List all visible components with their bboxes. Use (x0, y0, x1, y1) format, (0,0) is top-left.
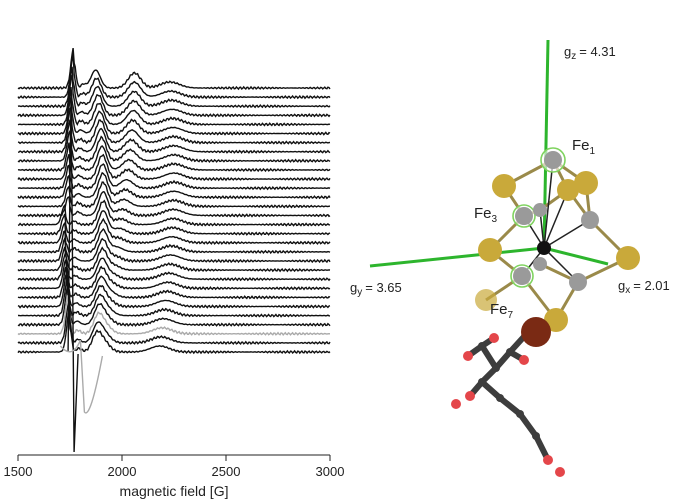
gx-axis-line (543, 246, 609, 266)
epr-trace (17, 310, 331, 355)
x-tick-label: 3000 (316, 464, 345, 479)
epr-trace (59, 339, 104, 414)
epr-trace (17, 199, 331, 227)
epr-trace (17, 163, 331, 191)
cluster-structure-panel: gz = 4.31 gy = 3.65 gx = 2.01 Fe1 Fe3 Fe7 (350, 39, 670, 477)
epr-spectra-panel: 1500 2000 2500 3000 magnetic field [G] (4, 47, 345, 499)
x-tick-label: 2000 (108, 464, 137, 479)
fe7-label: Fe7 (490, 301, 514, 321)
x-axis-title: magnetic field [G] (120, 483, 229, 499)
gz-label: gz = 4.31 (564, 44, 616, 62)
epr-trace (17, 259, 331, 291)
carbon-atoms (478, 342, 540, 440)
epr-trace (17, 181, 330, 209)
gx-label: gx = 2.01 (618, 278, 670, 296)
epr-trace (17, 272, 331, 309)
epr-trace (17, 266, 331, 300)
x-axis-ticks: 1500 2000 2500 3000 (4, 455, 345, 479)
fe3-label: Fe3 (474, 205, 498, 225)
fe1-label: Fe1 (572, 137, 596, 157)
gy-axis-line (369, 246, 545, 268)
epr-trace (17, 66, 331, 109)
epr-trace (17, 235, 331, 264)
epr-trace (17, 251, 331, 282)
copper-atom (521, 317, 551, 347)
epr-trace (17, 171, 331, 200)
epr-trace (17, 47, 331, 91)
epr-trace (17, 119, 331, 154)
epr-trace (17, 228, 331, 255)
gy-label: gy = 3.65 (350, 280, 402, 298)
epr-trace (17, 54, 331, 100)
epr-trace (17, 246, 331, 273)
x-tick-label: 1500 (4, 464, 33, 479)
x-tick-label: 2500 (212, 464, 241, 479)
oxygen-atoms (451, 333, 565, 477)
spectra-traces (17, 47, 331, 453)
epr-trace (17, 96, 331, 136)
iron-atoms (513, 151, 599, 291)
sulfur-atoms (475, 171, 640, 332)
epr-trace (17, 86, 331, 127)
epr-trace (17, 279, 331, 318)
epr-trace (17, 105, 331, 145)
central-atom (537, 241, 551, 255)
epr-trace (17, 74, 331, 118)
epr-trace (67, 89, 79, 453)
epr-trace (17, 153, 331, 182)
